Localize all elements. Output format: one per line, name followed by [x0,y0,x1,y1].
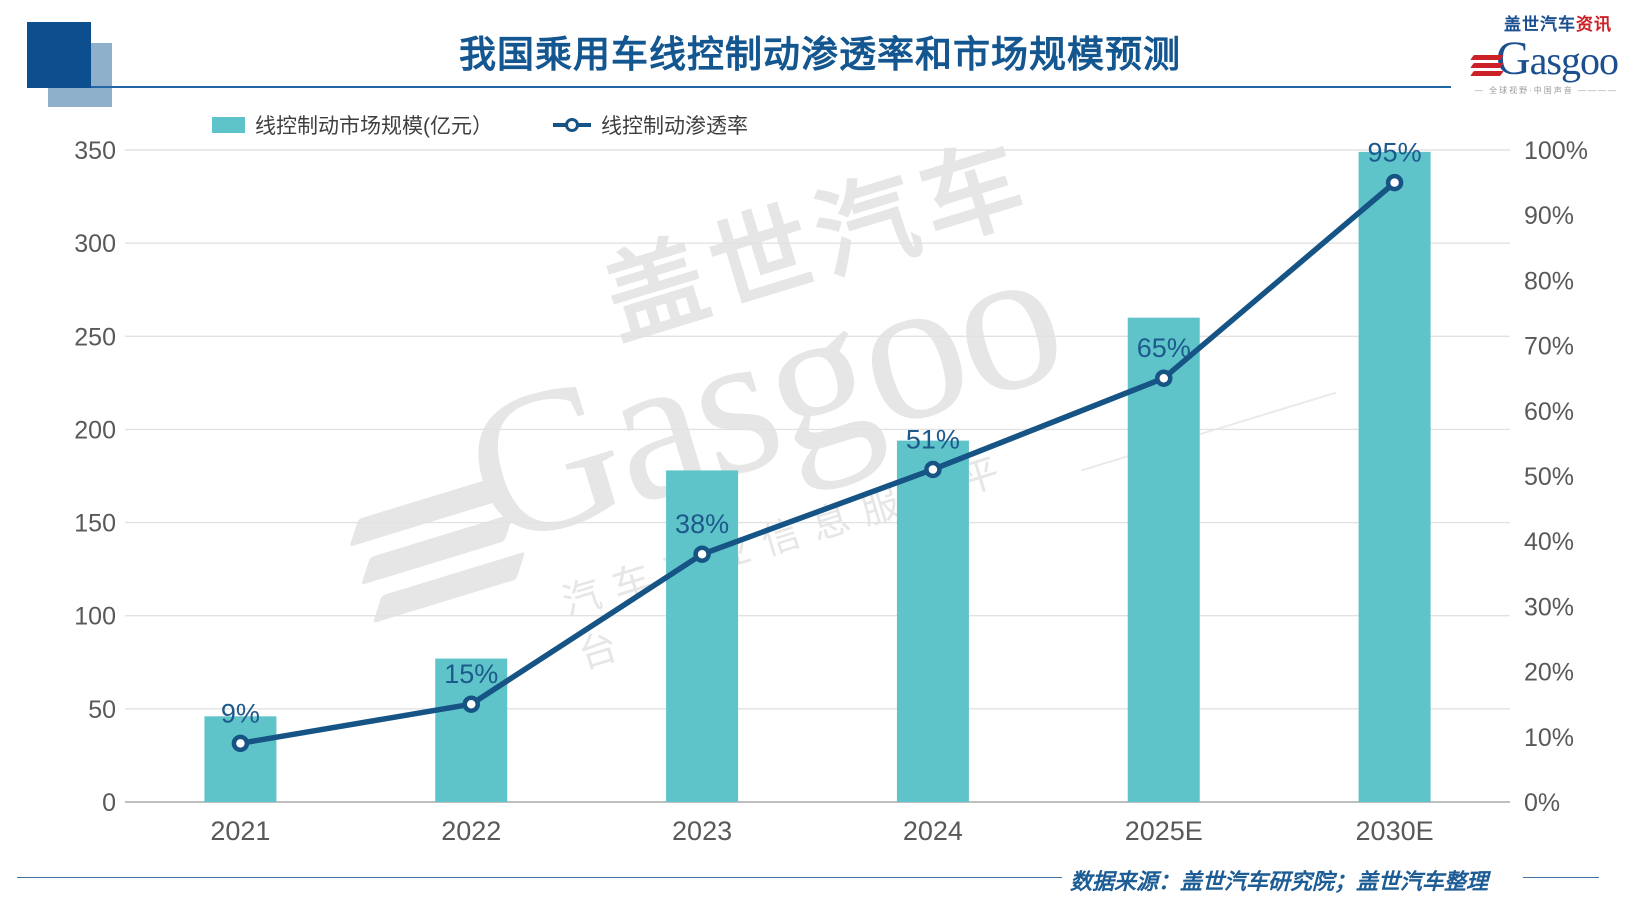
market-size-bar [204,716,277,802]
market-size-bar [1127,317,1200,802]
bar-legend-swatch-icon [212,117,245,133]
legend-item-penetration: 线控制动渗透率 [553,110,748,140]
market-size-bar [896,440,969,802]
gasgoo-logo: 盖世汽车资讯 Gasgoo — 全球视野·中国声音 ———— [1383,16,1619,95]
logo-brand-cn: 盖世汽车资讯 [1383,16,1612,33]
penetration-value-label: 51% [906,424,960,454]
logo-brand-en: Gasgoo [1496,32,1619,85]
penetration-value-label: 38% [675,509,729,539]
right-axis-tick-label: 40% [1524,528,1574,556]
x-axis-category-label: 2024 [903,816,963,846]
penetration-point-marker [693,545,711,563]
chart-legend: 线控制动市场规模(亿元） 线控制动渗透率 [212,110,748,140]
left-axis-tick-label: 50 [88,696,116,724]
right-axis-tick-label: 10% [1524,724,1574,752]
market-size-bar [666,470,739,802]
penetration-point-marker [462,695,480,713]
left-axis-tick-label: 200 [74,416,116,444]
penetration-point-marker [924,460,942,479]
right-axis-tick-label: 70% [1524,333,1574,361]
line-legend-label: 线控制动渗透率 [601,115,748,138]
market-size-bar [1358,151,1431,802]
right-axis-tick-label: 20% [1524,659,1574,687]
right-axis-tick-label: 100% [1524,137,1588,165]
footer-divider-right [1523,877,1599,878]
data-source-note: 数据来源：盖世汽车研究院；盖世汽车整理 [1070,869,1489,894]
legend-item-market-size: 线控制动市场规模(亿元） [212,110,493,140]
right-axis-tick-label: 50% [1524,463,1574,491]
left-axis-tick-label: 0 [102,789,116,817]
decoration-square-dark [27,22,91,88]
page-title: 我国乘用车线控制动渗透率和市场规模预测 [459,34,1181,75]
right-axis-tick-label: 90% [1524,202,1574,230]
left-axis-tick-label: 300 [74,230,116,258]
x-axis-category-label: 2030E [1356,816,1434,846]
x-axis-category-label: 2025E [1125,816,1203,846]
penetration-line [239,180,1397,747]
x-axis-category-label: 2022 [441,816,501,846]
x-axis-category-label: 2021 [210,816,270,846]
right-axis-tick-label: 0% [1524,789,1560,817]
market-size-bar [435,658,508,802]
penetration-point-marker [231,734,250,753]
penetration-value-label: 15% [444,659,498,689]
logo-tagline: — 全球视野·中国声音 ———— [1474,86,1618,95]
left-axis-tick-label: 100 [74,603,116,631]
logo-wordmark: Gasgoo [1383,32,1619,85]
bar-legend-label: 线控制动市场规模(亿元） [255,115,493,138]
x-axis-category-label: 2023 [672,816,732,846]
logo-brand-en-initial: G [1496,32,1531,85]
penetration-point-marker [1155,369,1173,387]
right-axis-tick-label: 30% [1524,593,1574,621]
right-axis-tick-label: 80% [1524,267,1574,295]
left-axis-tick-label: 250 [74,323,116,351]
left-axis-tick-label: 350 [74,137,116,165]
logo-brand-cn-text: 盖世汽车 [1504,15,1576,34]
penetration-value-label: 95% [1368,138,1422,168]
penetration-point-marker [1385,173,1404,192]
penetration-value-label: 65% [1137,333,1191,363]
title-divider-line [91,86,1451,88]
logo-brand-en-rest: asgoo [1529,38,1619,83]
line-legend-marker-icon [553,118,591,132]
left-axis-tick-label: 150 [74,510,116,538]
logo-brand-cn-suffix: 资讯 [1576,15,1612,34]
penetration-value-label: 9% [221,698,260,728]
right-axis-tick-label: 60% [1524,398,1574,426]
footer-divider-left [17,877,1062,878]
